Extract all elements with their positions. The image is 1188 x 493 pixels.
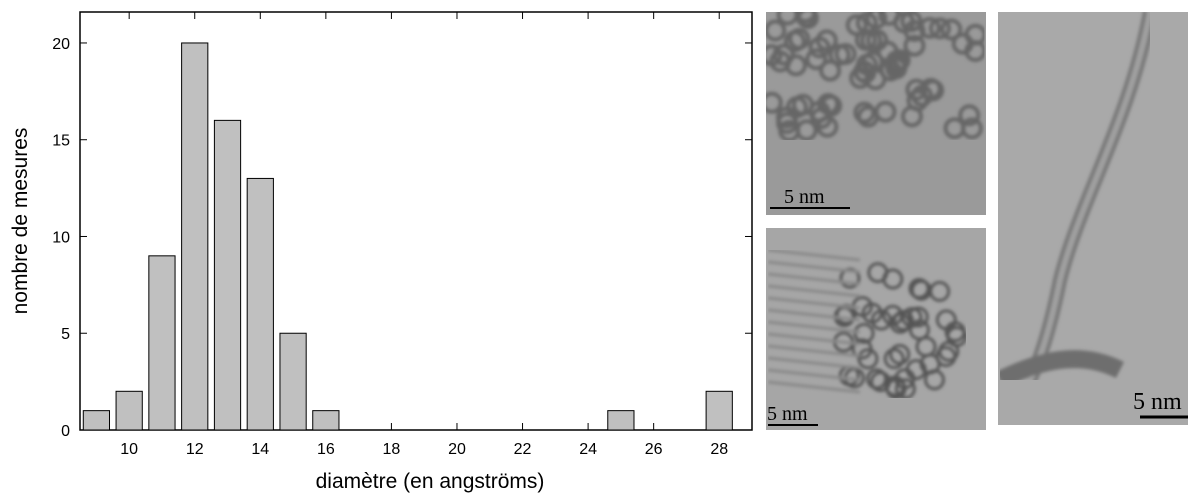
tube-section [951,32,974,55]
tube-section [867,262,889,284]
bar [246,177,274,431]
x-tick-label: 16 [317,441,335,458]
bar [312,410,340,431]
tube-section [766,44,783,67]
tube-section [893,12,916,34]
x-axis-label: diamètre (en angströms) [316,470,545,493]
bar [213,119,242,431]
nanotube [1027,12,1153,382]
bundle [998,350,1125,389]
fringe [767,296,861,310]
bar [148,255,176,431]
x-tick-label: 14 [251,441,269,458]
tube-section [943,117,966,140]
tube-section [874,100,897,123]
bar [115,390,143,431]
fringe [767,320,861,334]
tube-section [845,14,868,37]
tube-section [808,36,831,59]
fringe [767,260,861,274]
tube-section [794,12,817,24]
bar [181,42,209,431]
scale-label: 5 nm [767,403,808,425]
tube-section [885,57,908,80]
fringe [767,308,861,322]
tube-section [808,100,831,123]
tube-section [907,306,929,328]
fringe [767,344,861,358]
tube-section [885,378,907,400]
tube-section [828,43,851,66]
tube-section [918,16,941,39]
tube-section [905,78,928,101]
tube-section [870,309,892,331]
tube-section [900,105,923,128]
tube-section [853,322,875,344]
scale-label: 5 nm [1133,389,1182,415]
y-tick-label: 5 [61,326,70,343]
fringe [767,368,861,382]
tube-section [889,343,911,365]
x-tick-label: 10 [120,441,138,458]
x-tick-label: 24 [579,441,597,458]
fringe [767,284,861,298]
tube-section [911,84,934,107]
x-tick-label: 18 [383,441,401,458]
bar [607,410,635,431]
tube-section [901,306,923,328]
tube-section [928,17,951,40]
y-tick-label: 15 [52,133,70,150]
tube-section [839,267,861,289]
fringe [767,272,861,286]
tube-section [865,12,888,30]
tube-section [944,321,966,343]
y-tick-label: 20 [52,36,70,53]
plot-frame [79,11,753,431]
y-tick-label: 0 [61,423,70,440]
tube-section [853,101,876,124]
tube-section [935,346,957,368]
tube-section [894,378,916,400]
x-tick-label: 12 [186,441,204,458]
tube-section [903,34,926,57]
tube-section [857,348,879,370]
texture [767,248,968,400]
tube-section [861,50,884,73]
tube-section [940,18,963,41]
texture [998,12,1157,389]
tube-section [778,119,801,142]
x-tick-label: 28 [710,441,728,458]
x-tick-label: 20 [448,441,466,458]
bar [279,332,307,431]
bar [82,410,111,431]
y-tick-label: 10 [52,229,70,246]
x-tick-label: 22 [514,441,532,458]
tube-section [766,19,787,42]
tube-section [883,348,905,370]
tube-section [772,43,795,66]
bar [705,390,733,431]
tube-section [766,91,783,114]
texture [766,12,986,142]
x-tick-label: 26 [645,441,663,458]
scale-label: 5 nm [784,186,825,208]
fringe [767,332,861,346]
y-axis-label: nombre de mesures [9,128,32,315]
tube-section [819,59,842,82]
fringe [767,356,861,370]
fringe [767,380,861,394]
tube-section [866,368,888,390]
fringe [767,248,861,262]
tube-section [805,48,828,71]
tube-section [958,104,981,127]
tube-section [905,359,927,381]
tube-section [788,27,811,50]
tube-section [785,96,808,119]
tube-section [929,280,951,302]
